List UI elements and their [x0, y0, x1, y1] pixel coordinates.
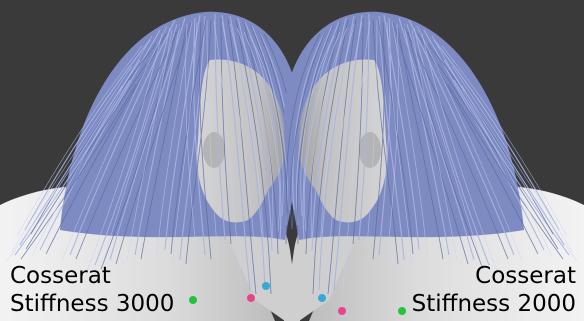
marker-green-right — [398, 307, 406, 315]
marker-cyan-left — [262, 282, 270, 290]
left-caption: Cosserat Stiffness 3000 — [10, 262, 174, 318]
left-caption-line1: Cosserat — [10, 263, 111, 289]
right-caption-line1: Cosserat — [475, 263, 576, 289]
marker-green-left — [189, 296, 197, 304]
marker-cyan-right — [318, 294, 326, 302]
left-figure — [0, 11, 300, 321]
right-caption: Cosserat Stiffness 2000 — [412, 262, 576, 318]
left-caption-line2: Stiffness 3000 — [10, 291, 175, 317]
marker-pink-left — [247, 294, 255, 302]
marker-pink-right — [338, 307, 346, 315]
right-figure — [284, 11, 584, 321]
right-caption-line2: Stiffness 2000 — [411, 291, 576, 317]
